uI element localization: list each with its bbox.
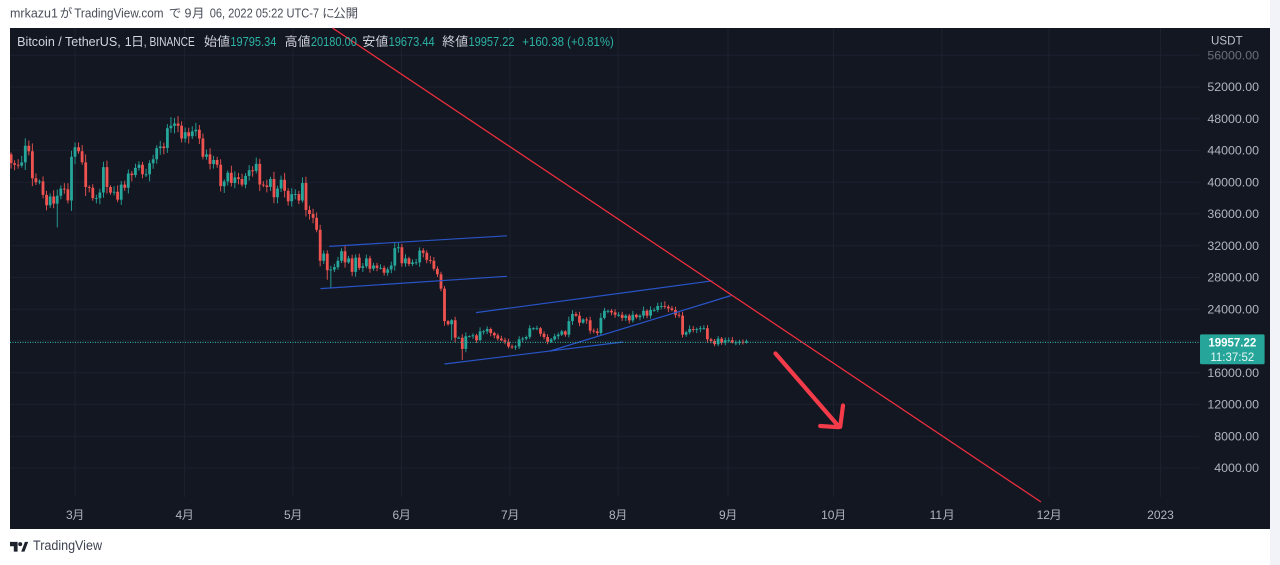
svg-text:2023: 2023 (1147, 508, 1174, 522)
svg-text:12: 12 (1037, 508, 1051, 522)
svg-text:10: 10 (821, 508, 835, 522)
svg-text:28000.00: 28000.00 (1207, 271, 1259, 285)
svg-text:32000.00: 32000.00 (1207, 239, 1259, 253)
svg-text:19673.44: 19673.44 (389, 35, 435, 49)
svg-text:5: 5 (284, 508, 291, 522)
svg-text:11:37:52: 11:37:52 (1210, 352, 1254, 364)
svg-text:USDT: USDT (1211, 34, 1243, 47)
svg-text:7: 7 (501, 508, 508, 522)
svg-text:36000.00: 36000.00 (1207, 207, 1259, 221)
svg-text:11: 11 (930, 508, 943, 522)
svg-text:06, 2022 05:22 UTC-7: 06, 2022 05:22 UTC-7 (210, 7, 319, 21)
svg-text:44000.00: 44000.00 (1207, 144, 1259, 158)
svg-text:40000.00: 40000.00 (1207, 175, 1259, 189)
svg-text:19795.34: 19795.34 (230, 35, 276, 49)
svg-text:4000.00: 4000.00 (1214, 461, 1259, 475)
svg-text:52000.00: 52000.00 (1207, 80, 1259, 94)
svg-text:TradingView: TradingView (33, 538, 102, 553)
svg-text:24000.00: 24000.00 (1207, 302, 1259, 316)
svg-text:Bitcoin / TetherUS,: Bitcoin / TetherUS, (17, 35, 121, 49)
svg-text:6: 6 (393, 508, 400, 522)
svg-text:56000.00: 56000.00 (1207, 48, 1259, 62)
svg-text:9: 9 (719, 508, 726, 522)
svg-text:mrkazu1: mrkazu1 (10, 7, 58, 21)
svg-text:48000.00: 48000.00 (1207, 112, 1259, 126)
svg-text:12000.00: 12000.00 (1207, 398, 1259, 412)
svg-text:3: 3 (66, 508, 73, 522)
svg-text:, BINANCE: , BINANCE (144, 35, 195, 49)
svg-text:8000.00: 8000.00 (1214, 429, 1259, 443)
svg-text:9: 9 (185, 7, 192, 21)
svg-text:1: 1 (125, 35, 132, 49)
svg-text:8: 8 (609, 508, 616, 522)
svg-text:16000.00: 16000.00 (1207, 366, 1259, 380)
svg-text:19957.22: 19957.22 (1208, 337, 1256, 349)
svg-text:4: 4 (176, 508, 183, 522)
svg-text:TradingView.com: TradingView.com (74, 7, 163, 21)
svg-text:19957.22: 19957.22 (469, 35, 515, 49)
svg-text:+160.38 (+0.81%): +160.38 (+0.81%) (522, 35, 614, 49)
svg-text:20180.00: 20180.00 (311, 35, 357, 49)
